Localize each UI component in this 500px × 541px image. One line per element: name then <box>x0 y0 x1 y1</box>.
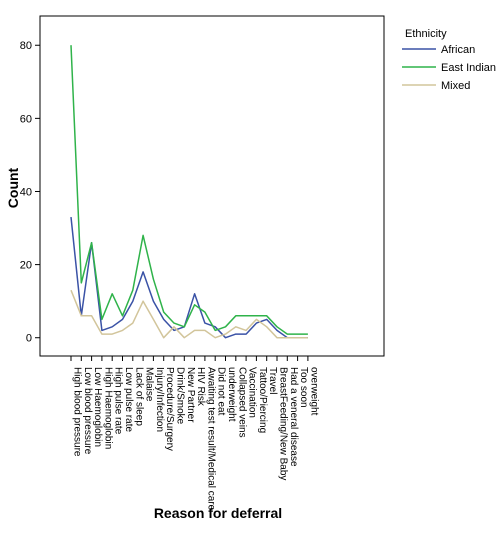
legend-label-african: African <box>441 44 475 56</box>
legend-label-mixed: Mixed <box>441 80 470 92</box>
x-category-label: Low pulse rate <box>123 367 134 432</box>
x-category-label: Awaiting test result/Medical care <box>205 367 216 511</box>
x-category-label: Low Haemoglobin <box>92 367 103 447</box>
x-category-label: High Haemoglobin <box>102 367 113 449</box>
plot-frame <box>39 15 385 357</box>
y-tick-label: 20 <box>20 260 32 272</box>
x-category-label: HIV Risk <box>195 367 206 407</box>
x-category-label: Had a veneral disease <box>288 367 299 467</box>
x-category-label: Procedure/Surgery <box>164 367 175 451</box>
x-category-label: BreastFeeding/New Baby <box>278 367 289 480</box>
legend-items: African East Indian Mixed <box>402 44 496 92</box>
x-category-label: Low blood pressure <box>82 367 93 455</box>
x-category-label: Injury/Infection <box>154 367 165 432</box>
legend: Ethnicity African East Indian Mixed <box>402 28 496 92</box>
x-category-label: overweight <box>308 367 319 416</box>
x-category-label: Drink/Smoke <box>175 367 186 425</box>
series-line-african <box>70 217 308 339</box>
y-tick-label: 0 <box>26 333 32 345</box>
y-tick-label: 40 <box>20 186 32 198</box>
x-category-label: underweight <box>226 367 237 422</box>
x-category-label: Malaise <box>144 367 155 402</box>
y-axis: 0 20 40 60 80 <box>20 40 40 345</box>
x-axis-title: Reason for deferral <box>154 505 282 521</box>
x-category-label: Vaccination <box>247 367 258 418</box>
x-category-label: Collapsed veins <box>236 367 247 438</box>
x-category-label: Too soon <box>298 367 309 408</box>
y-tick-label: 80 <box>20 40 32 52</box>
series-lines <box>70 45 308 339</box>
x-category-label: Lack of sleep <box>133 367 144 426</box>
x-axis: High blood pressure Low blood pressure Low… <box>70 356 319 511</box>
x-category-label: High pulse rate <box>113 367 124 435</box>
series-line-mixed <box>70 289 308 339</box>
legend-label-east-indian: East Indian <box>441 62 496 74</box>
x-category-label: Tattoo/Piercing <box>257 367 268 433</box>
x-category-label: New Partner <box>185 367 196 423</box>
series-line-east-indian <box>70 45 308 335</box>
x-category-label: Travel <box>267 367 278 394</box>
legend-title: Ethnicity <box>405 28 447 40</box>
x-category-label: Did not eat <box>216 367 227 416</box>
y-tick-label: 60 <box>20 113 32 125</box>
y-axis-title: Count <box>5 167 21 208</box>
x-category-label: High blood pressure <box>72 367 83 457</box>
